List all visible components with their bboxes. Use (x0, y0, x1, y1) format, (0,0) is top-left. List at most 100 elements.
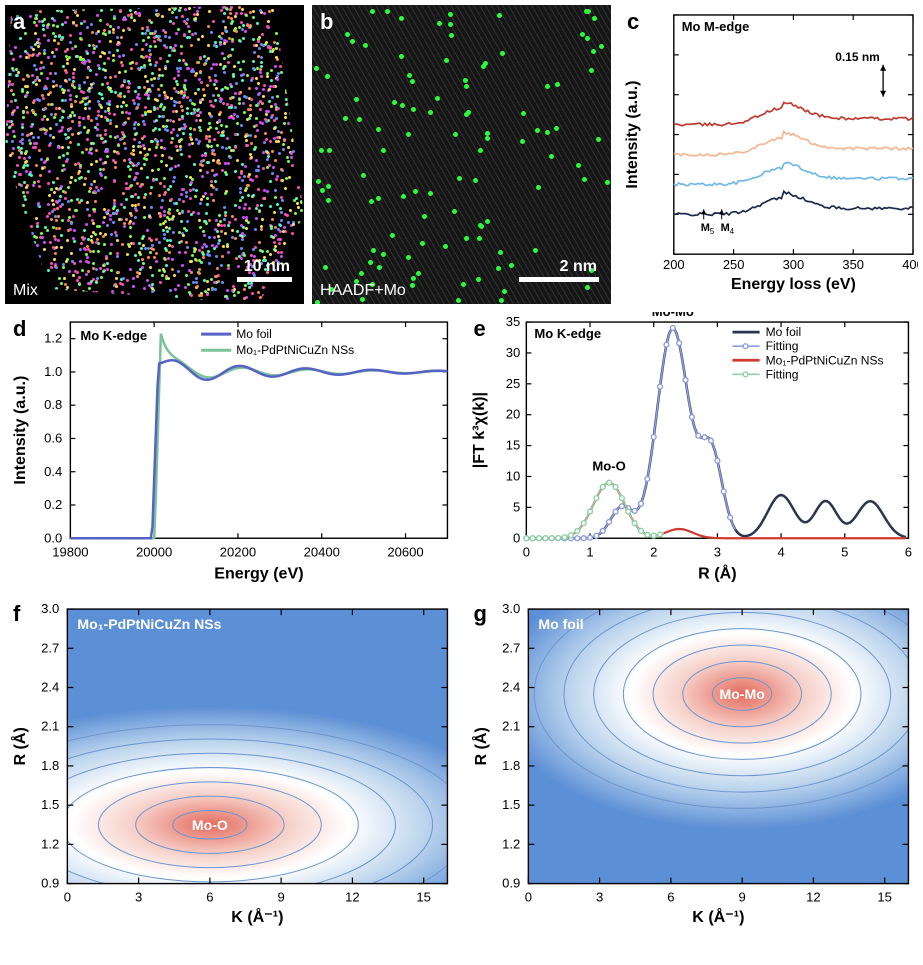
svg-text:20200: 20200 (220, 544, 256, 559)
svg-text:0.2: 0.2 (44, 497, 62, 512)
panel-g-label: g (474, 601, 487, 627)
svg-text:Mo₁-PdPtNiCuZn NSs: Mo₁-PdPtNiCuZn NSs (77, 616, 221, 632)
svg-text:Mo K-edge: Mo K-edge (80, 328, 147, 343)
svg-text:Mo₁-PdPtNiCuZn NSs: Mo₁-PdPtNiCuZn NSs (236, 343, 354, 357)
svg-text:4: 4 (730, 227, 735, 236)
svg-text:0.15 nm: 0.15 nm (835, 50, 879, 64)
svg-text:20: 20 (505, 407, 520, 422)
svg-text:Mo-Mo: Mo-Mo (719, 686, 765, 702)
svg-text:R (Å): R (Å) (471, 727, 490, 765)
svg-text:400: 400 (902, 257, 918, 272)
svg-text:2.4: 2.4 (502, 679, 520, 694)
svg-text:12: 12 (345, 889, 360, 904)
panel-f: f036912150.91.21.51.82.12.42.73.0K (Å⁻¹)… (5, 597, 458, 934)
svg-text:Intensity (a.u.): Intensity (a.u.) (624, 81, 641, 189)
svg-text:250: 250 (723, 257, 745, 272)
svg-text:20000: 20000 (136, 544, 172, 559)
svg-text:Mo foil: Mo foil (765, 325, 800, 339)
svg-text:K (Å⁻¹): K (Å⁻¹) (692, 906, 744, 925)
svg-text:30: 30 (505, 345, 520, 360)
panel-b-scalebar (519, 277, 599, 282)
svg-text:Intensity (a.u.): Intensity (a.u.) (11, 376, 29, 485)
svg-text:0.9: 0.9 (502, 875, 520, 890)
svg-text:6: 6 (904, 544, 911, 559)
svg-text:Mo₁-PdPtNiCuZn NSs: Mo₁-PdPtNiCuZn NSs (765, 353, 883, 367)
svg-text:0.0: 0.0 (44, 530, 62, 545)
figure-grid: a 10 nm Mix b 2 nm HAADF+Mo c 2002503003… (5, 5, 918, 933)
svg-text:3: 3 (595, 889, 602, 904)
panel-d: d 19800200002020020400206000.00.20.40.60… (5, 312, 458, 589)
svg-text:3: 3 (135, 889, 142, 904)
panel-c-chart: 200 250 300 350 400 Energy loss (eV) Intensity… (619, 5, 918, 294)
svg-text:R (Å): R (Å) (10, 727, 29, 765)
svg-text:0: 0 (64, 889, 71, 904)
svg-text:Energy (eV): Energy (eV) (214, 564, 303, 582)
panel-d-label: d (13, 316, 26, 342)
panel-a-corner: Mix (13, 282, 38, 300)
svg-text:10: 10 (505, 469, 520, 484)
svg-text:1.8: 1.8 (41, 757, 59, 772)
panel-a-scale-label: 10 nm (244, 258, 290, 276)
svg-text:1.5: 1.5 (502, 797, 520, 812)
svg-text:K (Å⁻¹): K (Å⁻¹) (231, 906, 283, 925)
svg-text:2.1: 2.1 (502, 718, 520, 733)
svg-text:2: 2 (650, 544, 657, 559)
svg-text:Energy loss (eV): Energy loss (eV) (731, 276, 856, 293)
panel-c-label: c (627, 9, 639, 35)
svg-text:6: 6 (667, 889, 674, 904)
svg-text:0.9: 0.9 (41, 875, 59, 890)
svg-text:19800: 19800 (52, 544, 88, 559)
svg-text:1.8: 1.8 (502, 757, 520, 772)
panel-b-scale-label: 2 nm (560, 258, 597, 276)
panel-a: a 10 nm Mix (5, 5, 304, 304)
panel-e-label: e (474, 316, 486, 342)
svg-text:300: 300 (783, 257, 805, 272)
svg-text:3.0: 3.0 (502, 601, 520, 616)
panel-e: e012345605101520253035R (Å)|FT k³χ(k)|Mo… (466, 312, 919, 589)
svg-text:|FT k³χ(k)|: |FT k³χ(k)| (470, 392, 488, 468)
svg-text:3: 3 (713, 544, 720, 559)
svg-text:Mo M-edge: Mo M-edge (682, 19, 750, 34)
svg-text:0.8: 0.8 (44, 397, 62, 412)
panel-b-corner: HAADF+Mo (320, 282, 406, 300)
panel-f-label: f (13, 601, 20, 627)
svg-text:1.2: 1.2 (502, 836, 520, 851)
svg-text:1.5: 1.5 (41, 797, 59, 812)
panel-b-image: 2 nm HAADF+Mo (312, 5, 611, 304)
svg-text:15: 15 (877, 889, 892, 904)
panel-a-scalebar (237, 277, 292, 282)
svg-text:350: 350 (842, 257, 864, 272)
svg-text:2.4: 2.4 (41, 679, 59, 694)
svg-text:1: 1 (586, 544, 593, 559)
svg-text:1.2: 1.2 (41, 836, 59, 851)
svg-text:0: 0 (524, 889, 531, 904)
svg-text:35: 35 (505, 314, 520, 329)
panel-f-chart: 036912150.91.21.51.82.12.42.73.0K (Å⁻¹)R… (5, 597, 458, 929)
svg-text:0: 0 (522, 544, 529, 559)
svg-text:5: 5 (513, 499, 520, 514)
svg-text:3.0: 3.0 (41, 601, 59, 616)
svg-text:2.7: 2.7 (502, 640, 520, 655)
svg-text:R (Å): R (Å) (698, 563, 736, 582)
svg-text:M: M (721, 222, 730, 234)
svg-text:Mo-O: Mo-O (192, 816, 228, 832)
svg-text:12: 12 (806, 889, 821, 904)
svg-text:6: 6 (206, 889, 213, 904)
svg-text:0: 0 (513, 530, 520, 545)
panel-b-label: b (320, 9, 333, 35)
svg-text:Mo-Mo: Mo-Mo (651, 312, 693, 319)
panel-a-image: 10 nm Mix (5, 5, 304, 304)
svg-text:1.0: 1.0 (44, 364, 62, 379)
svg-text:20600: 20600 (387, 544, 423, 559)
svg-text:Fitting: Fitting (765, 367, 798, 381)
panel-g: g 0 3 6 9 12 15 0.9 1.2 1.5 1.8 2.1 2.4 2.7 3.0 K (Å⁻¹)… (466, 597, 919, 934)
panel-b: b 2 nm HAADF+Mo (312, 5, 611, 304)
svg-text:Mo foil: Mo foil (236, 327, 271, 341)
svg-text:Mo-O: Mo-O (592, 458, 625, 473)
svg-text:25: 25 (505, 376, 520, 391)
svg-text:200: 200 (663, 257, 685, 272)
svg-text:9: 9 (738, 889, 745, 904)
svg-text:0.6: 0.6 (44, 430, 62, 445)
svg-text:1.2: 1.2 (44, 331, 62, 346)
svg-text:Fitting: Fitting (765, 339, 798, 353)
